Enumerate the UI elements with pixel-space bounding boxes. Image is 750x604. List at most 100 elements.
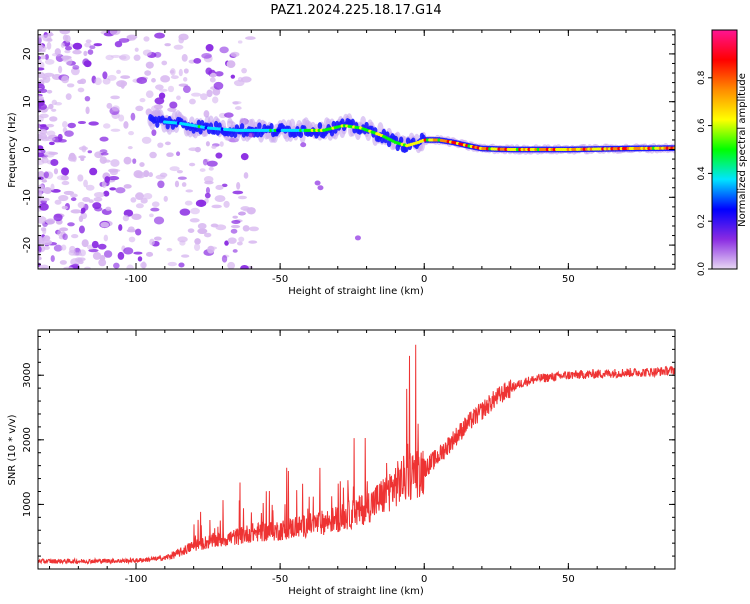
spectrogram-noise-mark xyxy=(204,192,211,199)
spectrogram-noise-mark xyxy=(99,156,107,164)
spectrogram-noise-mark xyxy=(178,68,183,77)
spectrogram-noise-mark xyxy=(59,30,71,35)
spectrogram-noise-mark xyxy=(70,197,77,202)
spectrogram-ridge-mark xyxy=(239,123,245,131)
spectrogram-noise-mark xyxy=(245,36,256,40)
spectrogram-noise-mark xyxy=(248,240,258,244)
spectrogram-noise-mark xyxy=(93,197,103,202)
spectrogram-ridge-mark xyxy=(340,118,345,126)
spectrogram-noise-mark xyxy=(164,43,171,47)
spectrogram-noise-mark xyxy=(105,54,114,61)
spectrogram-noise-mark xyxy=(176,151,181,156)
spectrogram-noise-mark xyxy=(118,114,125,122)
spectrogram-noise-mark xyxy=(108,168,119,173)
spectrogram-noise-mark xyxy=(145,90,154,99)
spectrogram-ridge-mark xyxy=(255,130,260,138)
spectrogram-noise-mark xyxy=(203,110,210,118)
spectrogram-noise-mark xyxy=(109,30,121,36)
spectrogram-noise-mark xyxy=(46,41,52,50)
spectrogram-ridge-mark xyxy=(298,130,304,138)
spectrogram-noise-mark xyxy=(130,197,137,203)
spectrogram-noise-mark xyxy=(205,141,210,147)
spectrogram-noise-mark xyxy=(38,95,44,102)
spectrogram-noise-mark xyxy=(214,71,224,77)
spectrogram-noise-mark xyxy=(57,133,63,141)
snr-y-axis-label: SNR (10 * v/v) xyxy=(7,414,18,485)
spectrogram-noise-mark xyxy=(166,247,173,252)
spectrogram-noise-mark xyxy=(127,145,133,150)
spectrogram-noise-mark xyxy=(43,171,50,179)
spectrogram-ridge-mark xyxy=(329,129,335,137)
spectrogram-noise-mark xyxy=(53,213,63,222)
spectrogram-noise-mark xyxy=(148,172,153,178)
spectrogram-noise-mark xyxy=(103,250,113,258)
spectrogram-noise-mark xyxy=(100,152,109,156)
y-tick-label: 0 xyxy=(22,146,33,152)
spectrogram-noise-mark xyxy=(72,42,83,50)
spectrogram-noise-mark xyxy=(189,98,196,105)
spectrogram-noise-mark xyxy=(39,202,49,211)
spectrogram-noise-mark xyxy=(164,141,171,146)
spectrogram-noise-mark xyxy=(46,38,53,42)
spectrogram-noise-mark xyxy=(111,105,120,112)
spectrogram-noise-mark xyxy=(153,104,164,110)
spectrogram-noise-mark xyxy=(78,225,85,234)
spectrogram-noise-mark xyxy=(206,89,213,98)
spectrogram-noise-mark xyxy=(38,184,45,190)
spectrogram-noise-mark xyxy=(183,68,189,74)
spectrogram-noise-mark xyxy=(83,50,88,57)
spectrogram-noise-mark xyxy=(85,184,95,191)
spectrogram-noise-mark xyxy=(88,199,94,204)
spectrogram-noise-mark xyxy=(153,236,162,241)
spectrogram-noise-mark xyxy=(99,136,109,142)
spectrogram-noise-mark xyxy=(38,34,44,39)
spectrogram-noise-mark xyxy=(94,151,103,159)
spectrogram-noise-mark xyxy=(40,227,47,232)
spectrogram-noise-mark xyxy=(188,147,198,152)
spectrogram-noise-mark xyxy=(50,183,55,191)
spectrogram-noise-mark xyxy=(159,172,168,178)
spectrogram-noise-mark xyxy=(72,65,80,70)
spectrogram-noise-mark xyxy=(110,95,120,100)
spectrogram-noise-mark xyxy=(170,75,179,80)
x-tick-label: 0 xyxy=(421,274,427,285)
spectrogram-noise-mark xyxy=(123,247,134,255)
y-tick-label: 1000 xyxy=(22,492,33,517)
spectrogram-noise-mark xyxy=(182,77,188,82)
spectrogram-ridge-mark xyxy=(317,122,323,130)
spectrogram-noise-mark xyxy=(100,221,110,228)
spectrogram-noise-mark xyxy=(209,72,217,78)
spectrogram-noise-mark xyxy=(248,132,255,138)
spectrogram-noise-mark xyxy=(84,95,91,102)
spectrogram-noise-mark xyxy=(38,123,42,129)
spectrogram-noise-mark xyxy=(226,60,236,69)
spectrogram-noise-mark xyxy=(118,55,127,60)
y-tick-label: -20 xyxy=(22,237,33,253)
spectrogram-noise-mark xyxy=(230,51,240,57)
spectrogram-noise-mark xyxy=(241,67,247,74)
spectrogram-noise-mark xyxy=(83,179,88,188)
spectrogram-noise-mark xyxy=(178,33,189,41)
spectrogram-noise-mark xyxy=(243,172,249,179)
spectrogram-noise-mark xyxy=(221,183,228,188)
spectrogram-noise-mark xyxy=(237,40,243,44)
spectrogram-noise-mark xyxy=(202,158,208,166)
spectrogram-noise-mark xyxy=(46,123,55,128)
spectrogram-noise-mark xyxy=(181,182,187,187)
spectrogram-noise-mark xyxy=(93,191,105,198)
spectrogram-noise-mark xyxy=(133,170,143,179)
chart-title: PAZ1.2024.225.18.17.G14 xyxy=(270,3,441,18)
snr-x-axis-label: Height of straight line (km) xyxy=(288,586,424,597)
spectrogram-noise-mark xyxy=(219,141,224,147)
spectrogram-noise-mark xyxy=(50,255,55,262)
spectrogram-noise-mark xyxy=(120,81,125,89)
spectrogram-noise-mark xyxy=(160,75,171,83)
colorbar: 0.0 0.2 0.4 0.6 0.8 Normalized spectral ampl… xyxy=(697,29,748,276)
spectrogram-noise-mark xyxy=(89,45,96,50)
spectrogram-marks xyxy=(38,30,675,269)
spectrogram-noise-mark xyxy=(179,208,191,216)
spectrogram-noise-mark xyxy=(38,115,44,123)
spectrogram-noise-mark xyxy=(88,121,99,126)
spectrogram-noise-mark xyxy=(91,240,99,249)
spectrogram-noise-mark xyxy=(38,237,45,243)
